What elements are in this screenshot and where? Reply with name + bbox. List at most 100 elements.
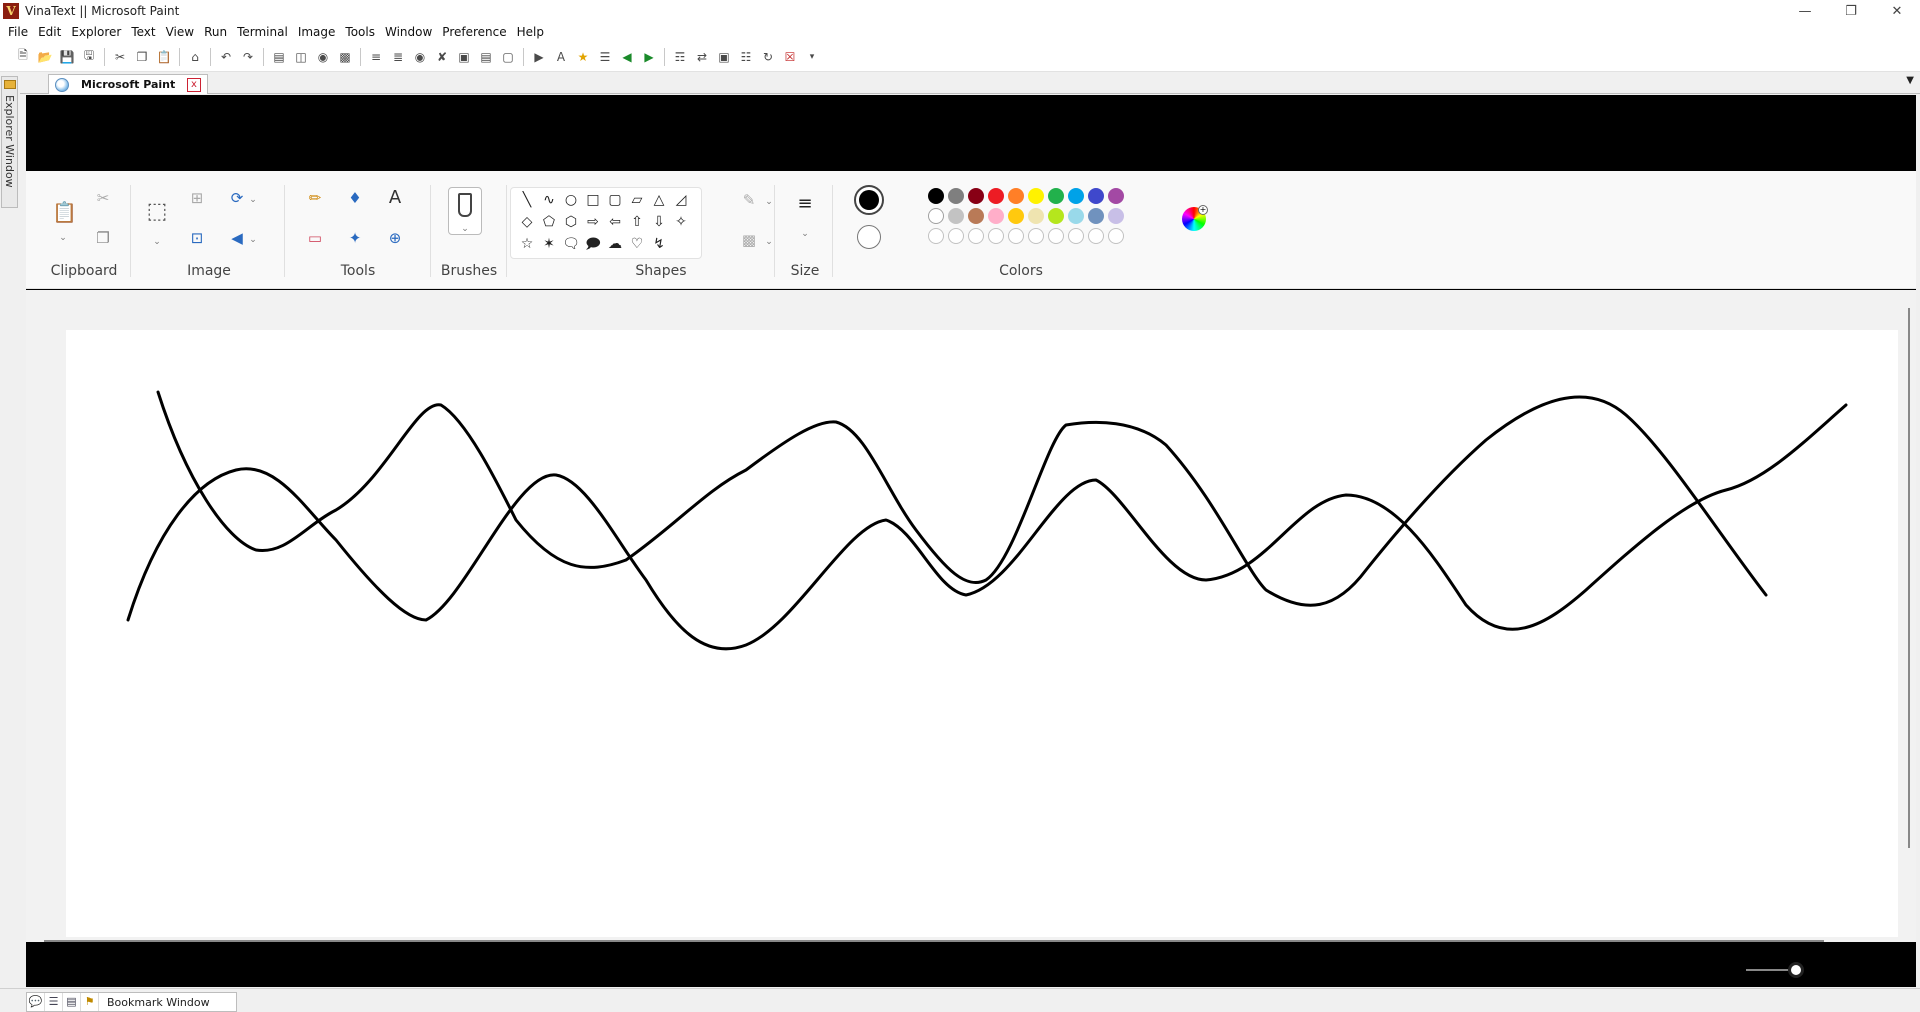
color-swatch[interactable] bbox=[968, 208, 984, 224]
color-swatch[interactable] bbox=[1008, 208, 1024, 224]
flip-dropdown-icon[interactable]: ⌄ bbox=[249, 235, 257, 245]
rectangle-shape-icon[interactable]: □ bbox=[586, 192, 600, 208]
binoculars-icon[interactable]: ◉ bbox=[317, 49, 329, 64]
outline-icon[interactable]: ✎ bbox=[742, 191, 756, 209]
star-icon[interactable]: ★ bbox=[577, 49, 589, 64]
custom-color-slot[interactable] bbox=[968, 228, 984, 244]
color-swatch[interactable] bbox=[988, 208, 1004, 224]
vertical-scrollbar[interactable] bbox=[1908, 308, 1910, 848]
color-picker-icon[interactable]: ✦ bbox=[348, 229, 362, 247]
color-swatch[interactable] bbox=[1048, 188, 1064, 204]
copy-icon[interactable]: ❐ bbox=[136, 49, 148, 64]
rounded-rect-shape-icon[interactable]: ▢ bbox=[608, 192, 622, 208]
run-icon[interactable]: ▶ bbox=[534, 49, 544, 64]
custom-color-slot[interactable] bbox=[1068, 228, 1084, 244]
stack-icon[interactable]: ☷ bbox=[740, 49, 752, 64]
tab-list-dropdown-icon[interactable]: ▼ bbox=[1906, 75, 1914, 86]
edit-colors-icon[interactable]: + bbox=[1182, 205, 1208, 231]
close-window-button[interactable]: ✕ bbox=[1891, 3, 1903, 19]
monitor-icon[interactable]: ▣ bbox=[718, 49, 730, 64]
up-arrow-shape-icon[interactable]: ⇧ bbox=[631, 214, 643, 230]
fill-icon[interactable]: ▩ bbox=[741, 231, 757, 249]
menu-window[interactable]: Window bbox=[384, 25, 433, 39]
find-in-files-icon[interactable]: ◫ bbox=[295, 49, 307, 64]
save-all-icon[interactable]: 🖫 bbox=[83, 48, 95, 62]
tab-microsoft-paint[interactable]: Microsoft Paint x bbox=[48, 74, 208, 94]
down-arrow-shape-icon[interactable]: ⇩ bbox=[653, 214, 665, 230]
drawing-canvas[interactable] bbox=[66, 330, 1898, 937]
flip-icon[interactable]: ◀ bbox=[231, 229, 243, 247]
line-size-icon[interactable]: ≡ bbox=[797, 193, 813, 214]
color-swatch[interactable] bbox=[928, 188, 944, 204]
minimize-button[interactable]: — bbox=[1798, 3, 1812, 19]
heart-shape-icon[interactable]: ♡ bbox=[630, 236, 644, 252]
replace-icon[interactable]: ▩ bbox=[339, 49, 351, 64]
custom-color-slot[interactable] bbox=[1108, 228, 1124, 244]
zoom-slider-knob[interactable] bbox=[1788, 962, 1804, 978]
open-folder-icon[interactable]: 📂 bbox=[37, 49, 53, 64]
primary-color[interactable] bbox=[854, 185, 884, 215]
cut-icon[interactable]: ✂ bbox=[114, 49, 126, 64]
menu-terminal[interactable]: Terminal bbox=[237, 25, 288, 39]
paste-icon[interactable]: 📋 bbox=[52, 200, 77, 224]
color-swatch[interactable] bbox=[968, 188, 984, 204]
color-swatch[interactable] bbox=[1088, 208, 1104, 224]
menu-preference[interactable]: Preference bbox=[442, 25, 507, 39]
oval-shape-icon[interactable]: ○ bbox=[564, 192, 578, 208]
color-swatch[interactable] bbox=[1068, 188, 1084, 204]
secondary-color[interactable] bbox=[857, 225, 881, 249]
bookmark-toggle-icon[interactable]: ◉ bbox=[414, 49, 426, 64]
search-results-icon[interactable]: ▤ bbox=[63, 993, 81, 1011]
color-swatch[interactable] bbox=[1108, 208, 1124, 224]
paste-icon[interactable]: 📋 bbox=[156, 49, 172, 64]
new-file-icon[interactable]: 🗎 bbox=[18, 48, 28, 62]
color-swatch[interactable] bbox=[948, 188, 964, 204]
color-swatch[interactable] bbox=[948, 208, 964, 224]
color-swatch[interactable] bbox=[928, 208, 944, 224]
triangle-shape-icon[interactable]: △ bbox=[653, 192, 665, 208]
rotate-dropdown-icon[interactable]: ⌄ bbox=[249, 195, 257, 205]
find-icon[interactable]: ▤ bbox=[273, 49, 285, 64]
color-swatch[interactable] bbox=[1068, 208, 1084, 224]
curve-shape-icon[interactable]: ∿ bbox=[543, 192, 555, 208]
custom-color-slot[interactable] bbox=[1088, 228, 1104, 244]
outdent-icon[interactable]: ≣ bbox=[392, 49, 404, 64]
oval-callout-shape-icon[interactable]: 🗩 bbox=[585, 236, 601, 252]
magnifier-icon[interactable]: ⊕ bbox=[388, 229, 402, 247]
four-point-star-shape-icon[interactable]: ✧ bbox=[675, 214, 687, 230]
resize-icon[interactable]: ⊡ bbox=[190, 229, 204, 247]
undo-icon[interactable]: ↶ bbox=[220, 49, 232, 64]
select-icon[interactable]: ⬚ bbox=[146, 199, 168, 224]
toolbar-overflow-icon[interactable]: ▾ bbox=[809, 51, 815, 62]
panel-icon[interactable]: ▤ bbox=[480, 49, 492, 64]
pentagon-shape-icon[interactable]: ⬠ bbox=[542, 214, 556, 230]
menu-run[interactable]: Run bbox=[204, 25, 228, 39]
layers-icon[interactable]: ☰ bbox=[599, 49, 611, 64]
compare-icon[interactable]: ☶ bbox=[674, 49, 686, 64]
cut-icon[interactable]: ✂ bbox=[96, 189, 110, 207]
sync-icon[interactable]: ⇄ bbox=[696, 49, 708, 64]
bookmark-window-tab[interactable]: 💬 ☰ ▤ ⚑ Bookmark Window bbox=[26, 992, 237, 1012]
home-icon[interactable]: ⌂ bbox=[191, 49, 199, 64]
custom-color-slot[interactable] bbox=[988, 228, 1004, 244]
refresh-icon[interactable]: ↻ bbox=[762, 49, 774, 64]
bookmark-icon[interactable]: ⚑ bbox=[81, 993, 99, 1011]
menu-image[interactable]: Image bbox=[297, 25, 336, 39]
custom-color-slot[interactable] bbox=[1048, 228, 1064, 244]
tab-close-button[interactable]: x bbox=[187, 78, 201, 92]
list-icon[interactable]: ☰ bbox=[45, 993, 63, 1011]
custom-color-slot[interactable] bbox=[1008, 228, 1024, 244]
color-swatch[interactable] bbox=[1008, 188, 1024, 204]
zoom-slider-track[interactable] bbox=[1746, 969, 1796, 971]
menu-tools[interactable]: Tools bbox=[345, 25, 375, 39]
menu-text[interactable]: Text bbox=[131, 25, 156, 39]
right-arrow-shape-icon[interactable]: ⇨ bbox=[587, 214, 599, 230]
horizontal-scrollbar[interactable] bbox=[44, 940, 1824, 942]
right-triangle-shape-icon[interactable]: ◿ bbox=[675, 192, 687, 208]
go-back-icon[interactable]: ◀ bbox=[622, 49, 632, 64]
select-dropdown-icon[interactable]: ⌄ bbox=[153, 237, 161, 247]
brush-dropdown-icon[interactable]: ⌄ bbox=[461, 224, 469, 234]
color-swatch[interactable] bbox=[1028, 208, 1044, 224]
chat-icon[interactable]: 💬 bbox=[27, 993, 45, 1011]
menu-help[interactable]: Help bbox=[516, 25, 544, 39]
